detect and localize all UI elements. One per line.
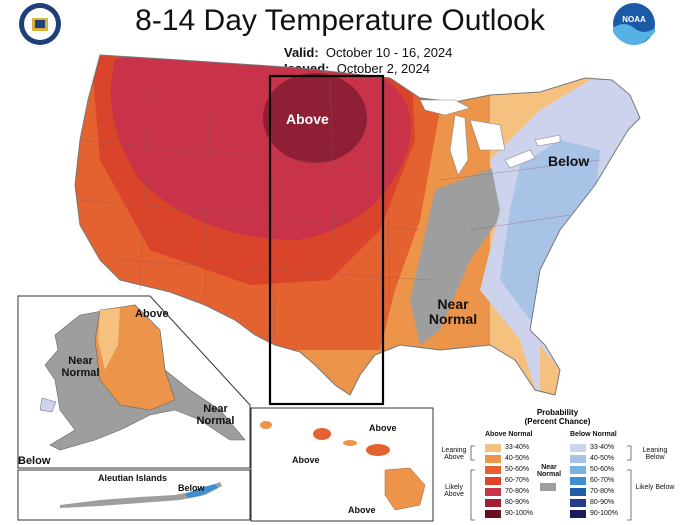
legend-below-bin-row: 90-100% — [570, 509, 630, 519]
legend-leaning-below: Leaning Below — [642, 447, 668, 461]
legend-above-bin-range: 60-70% — [505, 477, 530, 484]
legend-likely-below: Likely Below — [635, 484, 675, 491]
legend-below-bin-swatch — [570, 455, 586, 463]
legend-above-bin-range: 40-50% — [505, 455, 530, 462]
page-title: 8-14 Day Temperature Outlook — [135, 4, 545, 37]
legend-below-bin-range: 33-40% — [590, 444, 615, 451]
legend-above-bin-range: 50-60% — [505, 466, 530, 473]
noaa-logo-icon: NOAA — [612, 2, 656, 46]
legend-below-bin-row: 70-80% — [570, 487, 630, 497]
legend-above-header: Above Normal — [485, 431, 533, 438]
legend-above-bin-range: 80-90% — [505, 499, 530, 506]
legend-below-header: Below Normal — [570, 431, 617, 438]
legend-above-bin-swatch — [485, 499, 501, 507]
alaska-below-label: Below — [18, 455, 51, 467]
aleutian-below-label: Below — [178, 483, 205, 493]
noaa-logo-text: NOAA — [622, 15, 646, 24]
legend-below-bin-range: 80-90% — [590, 499, 615, 506]
legend-below-bin-range: 60-70% — [590, 477, 615, 484]
legend-below-bin-row: 33-40% — [570, 443, 630, 453]
legend-above-bin-range: 90-100% — [505, 510, 534, 517]
legend-above-bin-swatch — [485, 466, 501, 474]
legend-below-bin-row: 60-70% — [570, 476, 630, 486]
legend-above-bin-row: 80-90% — [485, 498, 545, 508]
legend-above-bin-swatch — [485, 488, 501, 496]
hawaii-above-label-3: Above — [348, 505, 376, 515]
legend-below-bin-swatch — [570, 510, 586, 518]
legend-above-bin-swatch — [485, 510, 501, 518]
legend-below-bin-row: 50-60% — [570, 465, 630, 475]
legend-subtitle: (Percent Chance) — [524, 417, 591, 426]
legend-above-bin-row: 90-100% — [485, 509, 545, 519]
legend-below-bin-range: 40-50% — [590, 455, 615, 462]
legend-above-bin-swatch — [485, 477, 501, 485]
legend-below-bin-swatch — [570, 477, 586, 485]
legend-below-bin-swatch — [570, 488, 586, 496]
legend-above-bin-row: 50-60% — [485, 465, 545, 475]
alaska-above-label: Above — [135, 308, 169, 320]
legend-below-bin-swatch — [570, 444, 586, 452]
legend-above-bin-range: 70-80% — [505, 488, 530, 495]
legend-below-bin-row: 40-50% — [570, 454, 630, 464]
hawaii-above-label-1: Above — [369, 423, 397, 433]
legend-below-bin-row: 80-90% — [570, 498, 630, 508]
legend-below-bin-range: 70-80% — [590, 488, 615, 495]
legend-above-bin-row: 60-70% — [485, 476, 545, 486]
alaska-near-normal-label-2: Near Normal — [196, 403, 235, 427]
conus-above-label: Above — [286, 111, 329, 127]
legend-near-normal-swatch — [540, 483, 556, 491]
legend-near-normal-label: Near Normal — [536, 464, 562, 478]
conus-below-label: Below — [548, 153, 590, 169]
legend-below-bin-range: 90-100% — [590, 510, 619, 517]
valid-dates: Valid: October 10 - 16, 2024 — [284, 45, 453, 60]
highlight-box — [268, 74, 385, 406]
legend-above-bin-row: 70-80% — [485, 487, 545, 497]
legend-likely-above: Likely Above — [444, 484, 464, 498]
legend: Probability (Percent Chance) Above Norma… — [435, 408, 680, 525]
legend-above-bin-row: 40-50% — [485, 454, 545, 464]
legend-above-bin-row: 33-40% — [485, 443, 545, 453]
legend-below-bin-swatch — [570, 466, 586, 474]
legend-above-bin-swatch — [485, 455, 501, 463]
legend-leaning-above: Leaning Above — [441, 447, 467, 461]
legend-above-bin-range: 33-40% — [505, 444, 530, 451]
legend-title: Probability — [536, 408, 579, 417]
legend-below-bin-swatch — [570, 499, 586, 507]
hawaii-above-label-2: Above — [292, 455, 320, 465]
legend-above-bin-swatch — [485, 444, 501, 452]
aleutian-title: Aleutian Islands — [98, 473, 168, 483]
legend-brackets — [470, 445, 632, 521]
conus-near-normal-label: Near Normal — [428, 296, 478, 327]
doc-seal-icon — [18, 2, 62, 46]
legend-below-bin-range: 50-60% — [590, 466, 615, 473]
alaska-near-normal-label-1: Near Normal — [61, 355, 100, 379]
